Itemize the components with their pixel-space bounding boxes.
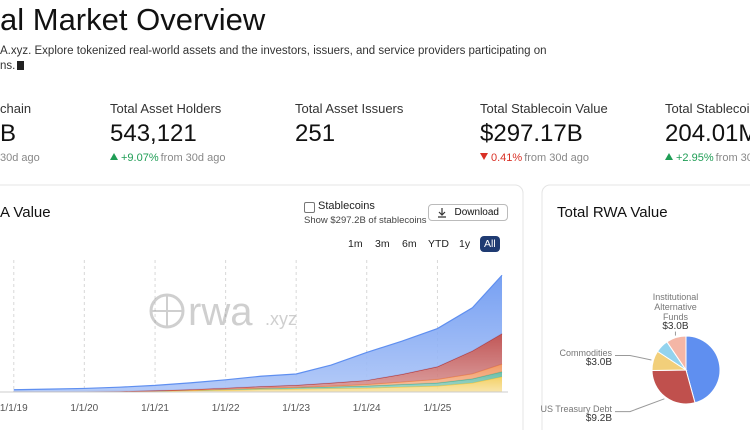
leader-line [615,355,652,361]
change-value: +9.07% [121,152,159,164]
area-shade [13,376,503,392]
range-button[interactable]: YTD [428,238,449,250]
stat-change: 0.41% from 30d ago [480,152,589,164]
watermark-logo [149,293,185,329]
stat-label: chain [0,101,32,116]
stat-label: Total Asset Issuers [295,101,404,116]
pie-title: Total RWA Value [557,204,668,221]
trend-arrow [665,153,673,160]
area-shade [13,275,503,392]
pie-label: US Treasury Debt $9.2B [540,404,612,424]
toggle-label[interactable]: Stablecoins [318,200,375,212]
change-value: 30d ago [0,152,40,164]
x-tick-label: 1/1/23 [282,403,311,414]
icon [17,61,25,70]
pie-label: Institutional Alternative Funds $3.0B [645,292,705,332]
stat-change: +9.07% from 30d ago [110,152,225,164]
slice-name: Institutional Alternative Funds [652,291,699,322]
stat-change: +2.95%from 30d ago [665,152,750,164]
slice-value: $3.0B [585,356,612,368]
range-button[interactable]: 3m [375,238,390,250]
range-button[interactable]: All [480,236,500,252]
slice-name: US Treasury Debt [540,403,612,414]
description: ns. [0,60,16,72]
pie-slice [666,335,687,372]
change-suffix: from 30d ago [715,152,750,164]
chart-title: A Value [0,204,51,221]
stat-value: 251 [295,120,336,147]
page-title: al Market Overview [0,2,266,37]
x-tick-label: 1/1/25 [423,403,452,414]
range-button[interactable]: 1y [459,238,471,250]
x-tick-label: 1/1/22 [211,403,240,414]
area-shade [13,371,503,392]
stat-value: 543,121 [110,120,197,147]
slice-value: $9.2B [585,412,612,424]
toggle-note: Show $297.2B of stablecoins [304,215,427,226]
watermark: rwa [188,290,253,334]
watermark-suffix: .xyz [265,309,297,329]
stat-value: B [0,120,17,147]
leader-line [615,398,665,413]
stat-value: $297.17B [480,120,583,147]
area-chart [0,260,508,393]
x-tick-label: 1/1/24 [352,403,381,414]
slice-value: $3.0B [662,320,689,332]
change-suffix: from 30d ago [160,152,226,164]
range-button[interactable]: 6m [402,238,417,250]
download-button[interactable]: Download [428,204,508,221]
x-tick-label: 1/1/20 [70,403,99,414]
checkbox[interactable] [304,202,315,213]
download-label[interactable]: Download [454,207,499,218]
change-suffix: from 30d ago [524,152,590,164]
description: ns. [0,60,25,72]
chart-card [0,184,524,430]
trend-arrow [480,153,488,160]
pie-label: Commodities $3.0B [559,348,612,368]
stat-label: Total Stablecoin Value [480,101,608,116]
stat-label: Total Stablecoi [665,101,750,116]
stat-value: 204.01M [665,120,750,147]
stat-label: Total Asset Holders [110,101,222,116]
area-shade [13,364,503,392]
slice-name: Commodities [559,347,612,358]
area-line [13,274,503,391]
pie-slice [685,335,721,404]
range-button[interactable]: 1m [348,238,363,250]
x-tick-label: 1/1/19 [0,403,28,414]
stat-change: 30d ago [0,152,40,164]
pie-slice [651,369,696,405]
pie-chart [615,331,721,413]
change-value: +2.95% [676,152,714,164]
change-value: 0.41% [491,152,523,164]
description: A.xyz. Explore tokenized real-world asse… [0,45,547,57]
trend-arrow [110,153,118,160]
x-tick-label: 1/1/21 [141,403,169,414]
